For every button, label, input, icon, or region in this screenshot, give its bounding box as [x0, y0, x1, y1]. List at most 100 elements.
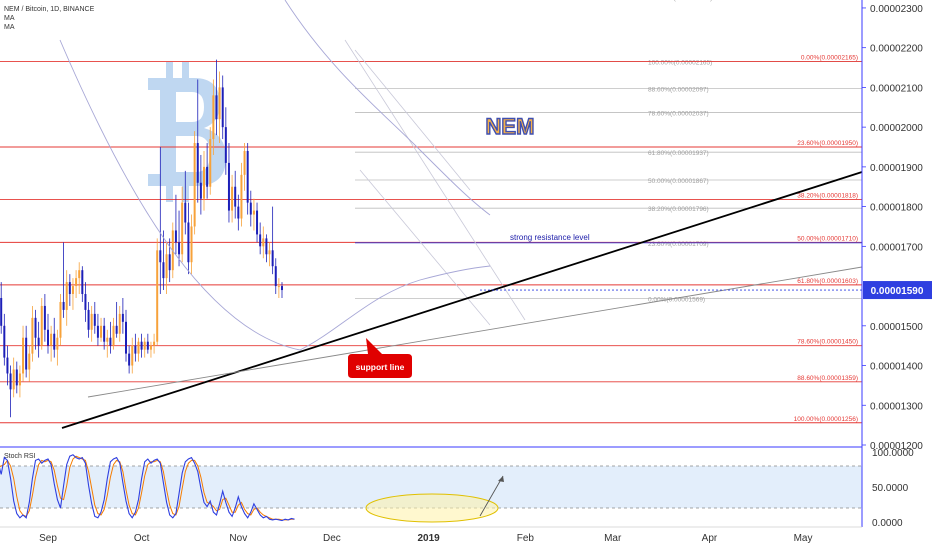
candle-body [218, 87, 221, 120]
rsi-tick-label: 50.0000 [872, 483, 909, 494]
nem-title: NEM [486, 114, 535, 139]
candle-body [93, 313, 96, 326]
ma-fast-line [59, 39, 491, 351]
candle-body [234, 186, 237, 207]
candle-body [134, 345, 137, 354]
candle-body [31, 317, 34, 354]
candle-body [265, 238, 268, 255]
candle-body [246, 150, 249, 203]
candle-body [209, 139, 212, 187]
candle-body [78, 270, 81, 279]
candle-body [143, 341, 146, 350]
candle-body [47, 329, 49, 346]
candle-body [252, 210, 255, 215]
fib-grey-label: 0.00%(0.00001569) [648, 296, 705, 303]
channel-line [359, 169, 491, 326]
candle-body [0, 297, 3, 326]
candle-body [187, 222, 190, 263]
candle-body [224, 127, 227, 163]
candle-body [221, 87, 224, 128]
candle-body [121, 313, 124, 322]
channel-line [354, 49, 471, 191]
fib-red-label: 100.00%(0.00001256) [794, 416, 858, 423]
candle-body [96, 325, 99, 338]
candle-body [81, 270, 84, 295]
candle-body [256, 210, 259, 235]
candle-body [65, 282, 68, 310]
fib-red-label: 61.80%(0.00001603) [797, 278, 858, 285]
time-tick-label: Mar [604, 533, 622, 544]
candle-body [103, 325, 106, 342]
candle-body [190, 226, 193, 263]
price-tick-label: 0.00001900 [870, 163, 923, 174]
price-tick-label: 0.00002100 [870, 83, 923, 94]
candle-body [162, 262, 165, 279]
fib-red-label: 38.20%(0.00001818) [797, 192, 858, 199]
candle-body [237, 206, 240, 219]
candle-body [100, 325, 103, 338]
price-tick-label: 0.00001500 [870, 322, 923, 333]
fib-grey-label: 23.60%(0.00001709) [648, 241, 709, 248]
rsi-tick-label: 0.0000 [872, 518, 903, 529]
candle-body [59, 301, 62, 338]
candle-body [193, 143, 196, 227]
candle-body [71, 286, 74, 295]
candle-body [259, 234, 262, 247]
candle-body [146, 341, 149, 350]
rsi-name: Stoch RSI [4, 453, 36, 460]
fib-grey-label: 38.20%(0.00001796) [648, 206, 709, 213]
candle-body [22, 337, 25, 374]
candles-layer [0, 59, 283, 418]
indicator-label-2: MA [4, 24, 15, 31]
rsi-arrow-line [479, 475, 504, 517]
candle-body [43, 305, 46, 330]
candle-body [109, 337, 112, 346]
candle-body [271, 250, 274, 267]
resistance-label: strong resistance level [510, 233, 590, 242]
candle-body [18, 373, 21, 386]
time-tick-label: Sep [39, 533, 57, 544]
candle-body [203, 166, 205, 199]
stoch-rsi-layer: Stoch RSI [0, 446, 862, 523]
candle-body [199, 182, 202, 199]
time-tick-label: Oct [134, 533, 150, 544]
price-tick-label: 0.00001300 [870, 401, 923, 412]
rsi-arrow-head [498, 476, 504, 482]
candle-body [249, 202, 252, 215]
candle-body [115, 325, 118, 334]
time-tick-label: Nov [229, 533, 247, 544]
candle-body [37, 337, 40, 346]
last-price-tag [863, 281, 932, 300]
candle-body [181, 202, 184, 255]
candle-body [196, 143, 199, 183]
candle-body [128, 353, 131, 366]
fib-grey-label: 50.00%(0.00001867) [648, 178, 709, 185]
time-tick-label: Feb [517, 533, 535, 544]
candle-body [262, 238, 265, 247]
candle-body [12, 369, 15, 390]
candle-body [281, 286, 283, 291]
candle-body [159, 250, 162, 263]
fib-grey-label: 100.00%(0.00002165) [648, 60, 712, 67]
fib-grey-label: 78.60%(0.00002037) [648, 110, 709, 117]
price-tick-label: 0.00001800 [870, 203, 923, 214]
price-tick-label: 0.00002300 [870, 4, 923, 15]
candle-body [34, 317, 37, 338]
candle-body [9, 373, 12, 390]
candle-body [3, 325, 6, 358]
ma-slow-line [284, 0, 491, 216]
candle-body [277, 286, 280, 288]
fib-red-label: 50.00%(0.00001710) [797, 235, 858, 242]
rsi-k-line [0, 454, 295, 522]
candle-body [125, 321, 127, 354]
symbol-line: NEM / Bitcoin, 1D, BINANCE [4, 6, 95, 13]
candle-body [84, 294, 87, 310]
candle-body [50, 333, 53, 346]
candle-body [156, 250, 159, 342]
candle-body [184, 202, 187, 223]
fib-red-label: 0.00%(0.00002165) [801, 55, 858, 62]
candle-body [118, 313, 121, 334]
